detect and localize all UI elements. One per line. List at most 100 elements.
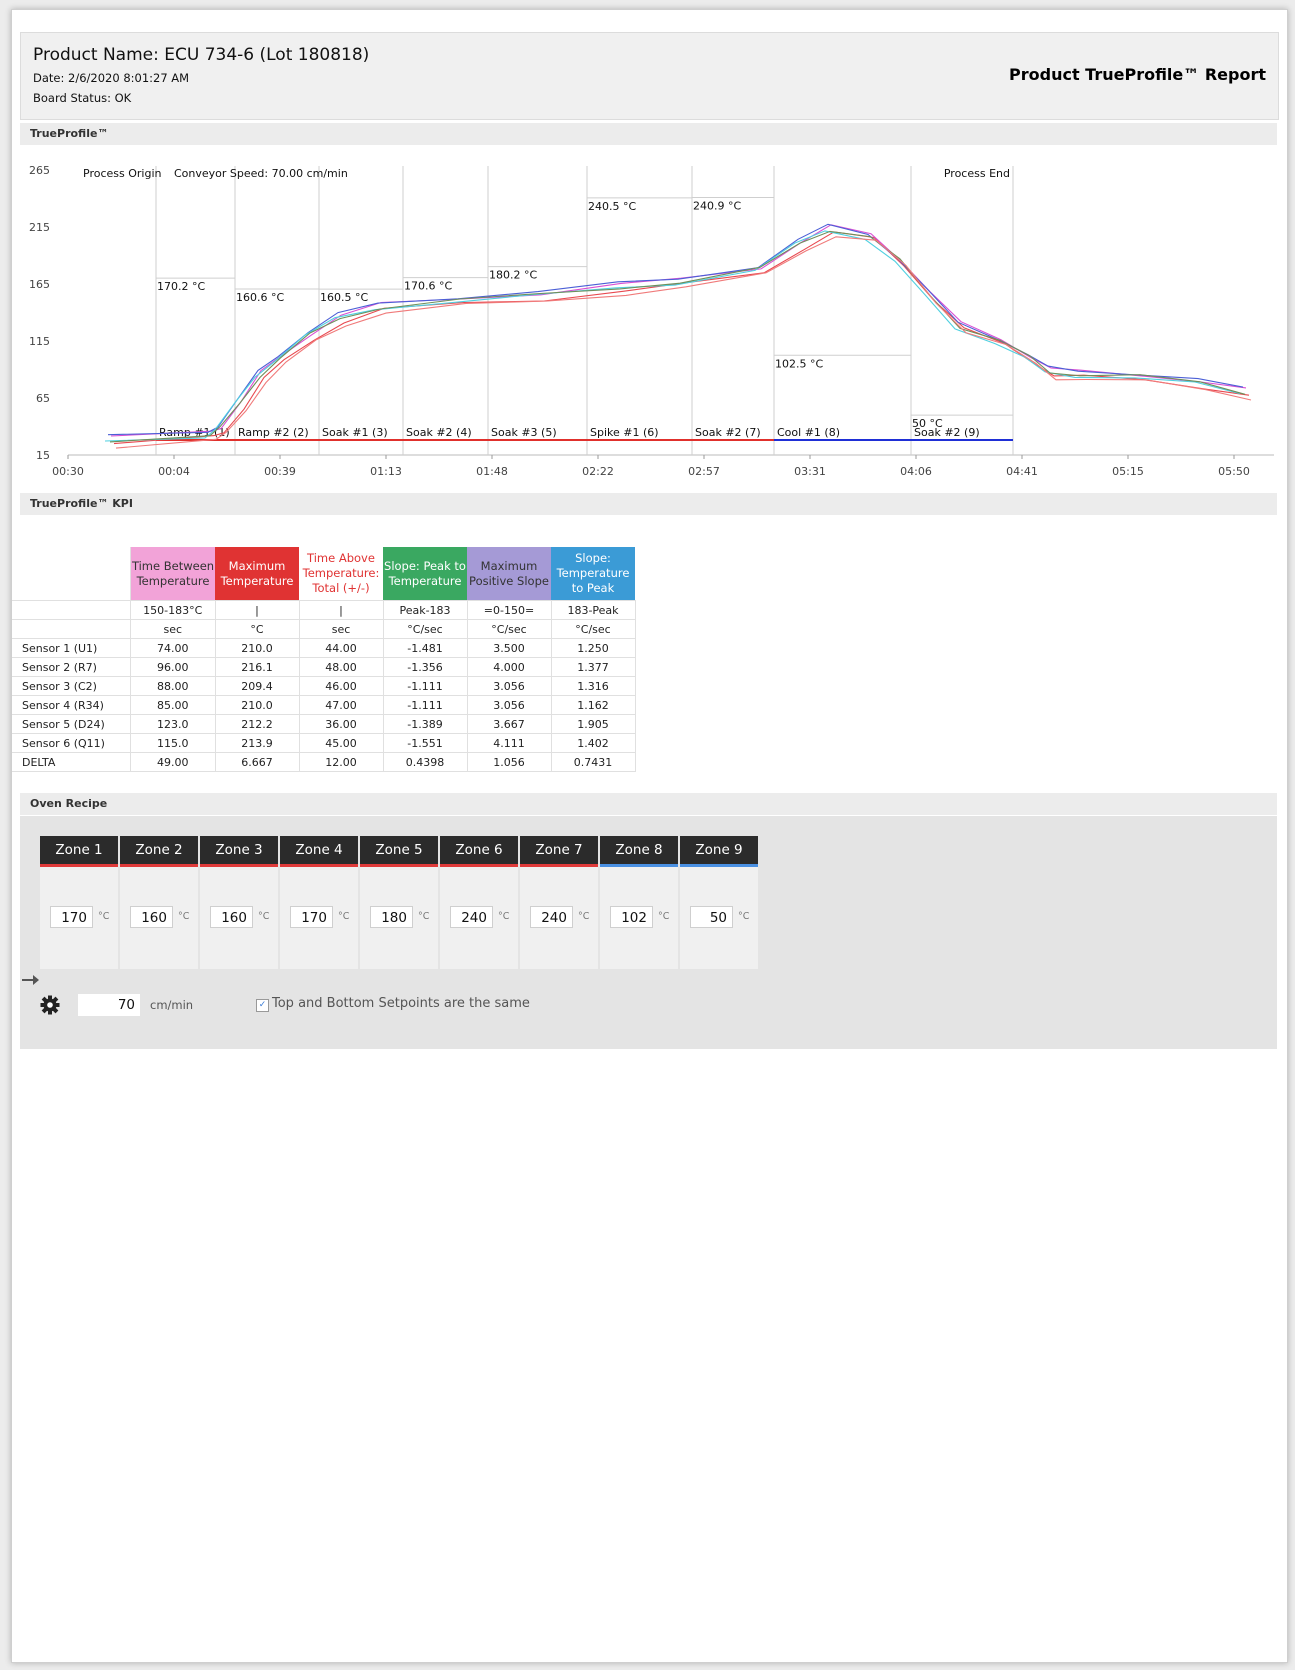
- table-row: Sensor 6 (Q11) 115.0 213.9 45.00 -1.551 4.111…: [12, 733, 636, 753]
- kpi-header: Slope: Temperature to Peak: [551, 547, 635, 601]
- kpi-value: 74.00: [130, 638, 216, 658]
- y-tick-label: 265: [29, 164, 50, 177]
- setpoint-label: 170.2 °C: [157, 280, 205, 293]
- x-tick-label: 00:39: [264, 465, 296, 478]
- zone-header: Zone 1: [40, 836, 118, 867]
- zone-label: Soak #2 (7): [695, 426, 761, 439]
- zone-setpoint-input[interactable]: 170: [290, 906, 333, 928]
- y-tick-label: 15: [36, 449, 50, 462]
- kpi-value: 3.667: [466, 714, 552, 734]
- kpi-value: -1.111: [382, 695, 468, 715]
- zone-card: Zone 8 102 °C: [600, 836, 680, 969]
- sensor-trace: [115, 236, 1252, 449]
- kpi-value: 210.0: [214, 695, 300, 715]
- zone-unit: °C: [658, 911, 670, 922]
- process-origin-label: Process Origin: [83, 167, 162, 180]
- sensor-trace: [113, 231, 1250, 445]
- same-setpoints-checkbox[interactable]: ✓: [256, 999, 269, 1012]
- kpi-range: 183-Peak: [550, 600, 636, 620]
- kpi-header: Slope: Peak to Temperature: [383, 547, 467, 601]
- zone-card: Zone 2 160 °C: [120, 836, 200, 969]
- zone-setpoint-input[interactable]: 160: [130, 906, 173, 928]
- kpi-section-title: TrueProfile™ KPI: [30, 497, 133, 510]
- zone-unit: °C: [258, 911, 270, 922]
- zone-header: Zone 7: [520, 836, 598, 867]
- kpi-value: 213.9: [214, 733, 300, 753]
- zone-setpoint-input[interactable]: 102: [610, 906, 653, 928]
- kpi-value: 1.905: [550, 714, 636, 734]
- zone-unit: °C: [178, 911, 190, 922]
- kpi-header-row: Time Between Temperature Maximum Temperat…: [12, 547, 635, 601]
- conveyor-speed-label: Conveyor Speed: 70.00 cm/min: [174, 167, 348, 180]
- product-name: Product Name: ECU 734-6 (Lot 180818): [33, 45, 370, 65]
- kpi-header: Maximum Temperature: [215, 547, 299, 601]
- zone-setpoint-input[interactable]: 240: [450, 906, 493, 928]
- y-tick-label: 115: [29, 335, 50, 348]
- kpi-unit: °C/sec: [466, 619, 552, 639]
- kpi-row-label: Sensor 1 (U1): [12, 638, 131, 658]
- x-tick-label: 00:04: [158, 465, 190, 478]
- same-setpoints-label: Top and Bottom Setpoints are the same: [272, 996, 530, 1011]
- zone-setpoint-input[interactable]: 240: [530, 906, 573, 928]
- kpi-value: 46.00: [298, 676, 384, 696]
- kpi-value: 12.00: [298, 752, 384, 772]
- kpi-value: 36.00: [298, 714, 384, 734]
- kpi-value: 45.00: [298, 733, 384, 753]
- x-tick-label: 02:22: [582, 465, 614, 478]
- table-row: DELTA 49.00 6.667 12.00 0.4398 1.056 0.7431: [12, 752, 636, 772]
- kpi-unit-row: sec °C sec °C/sec °C/sec °C/sec: [12, 619, 636, 639]
- conveyor-speed-input[interactable]: 70: [78, 994, 140, 1016]
- zone-unit: °C: [738, 911, 750, 922]
- y-tick-label: 215: [29, 221, 50, 234]
- kpi-value: 123.0: [130, 714, 216, 734]
- gear-icon[interactable]: [40, 995, 60, 1015]
- zone-setpoint-input[interactable]: 160: [210, 906, 253, 928]
- sensor-trace: [109, 230, 1246, 443]
- kpi-value: 209.4: [214, 676, 300, 696]
- kpi-unit: sec: [298, 619, 384, 639]
- zone-header: Zone 9: [680, 836, 758, 867]
- kpi-row-label: Sensor 3 (C2): [12, 676, 131, 696]
- kpi-section-header: TrueProfile™ KPI: [20, 493, 1277, 515]
- table-row: Sensor 3 (C2) 88.00 209.4 46.00 -1.111 3.056 1…: [12, 676, 636, 696]
- setpoint-label: 160.5 °C: [320, 291, 368, 304]
- kpi-value: 6.667: [214, 752, 300, 772]
- zone-header: Zone 2: [120, 836, 198, 867]
- setpoint-label: 180.2 °C: [489, 269, 537, 282]
- kpi-value: 212.2: [214, 714, 300, 734]
- x-tick-label: 01:48: [476, 465, 508, 478]
- conveyor-speed-unit: cm/min: [150, 998, 194, 1012]
- zone-unit: °C: [98, 911, 110, 922]
- kpi-value: -1.356: [382, 657, 468, 677]
- kpi-value: 1.377: [550, 657, 636, 677]
- table-row: Sensor 1 (U1) 74.00 210.0 44.00 -1.481 3.500 1…: [12, 638, 636, 658]
- zone-card: Zone 5 180 °C: [360, 836, 440, 969]
- x-tick-label: 05:50: [1218, 465, 1250, 478]
- zone-label: Soak #2 (9): [914, 426, 980, 439]
- kpi-table: Time Between Temperature Maximum Temperat…: [12, 547, 636, 772]
- sensor-trace: [104, 230, 1241, 442]
- kpi-value: 210.0: [214, 638, 300, 658]
- table-row: Sensor 2 (R7) 96.00 216.1 48.00 -1.356 4.000 1…: [12, 657, 636, 677]
- zone-header: Zone 6: [440, 836, 518, 867]
- zone-card: Zone 9 50 °C: [680, 836, 760, 969]
- board-status: Board Status: OK: [33, 91, 132, 105]
- kpi-value: 1.162: [550, 695, 636, 715]
- zone-unit: °C: [498, 911, 510, 922]
- zone-card: Zone 7 240 °C: [520, 836, 600, 969]
- kpi-value: -1.111: [382, 676, 468, 696]
- zone-unit: °C: [578, 911, 590, 922]
- kpi-value: 49.00: [130, 752, 216, 772]
- kpi-row-label: Sensor 6 (Q11): [12, 733, 131, 753]
- setpoint-label: 160.6 °C: [236, 291, 284, 304]
- zone-setpoint-input[interactable]: 180: [370, 906, 413, 928]
- zone-card: Zone 4 170 °C: [280, 836, 360, 969]
- zone-setpoint-input[interactable]: 50: [690, 906, 733, 928]
- kpi-value: 0.7431: [550, 752, 636, 772]
- setpoint-label: 240.9 °C: [693, 199, 741, 212]
- kpi-range: =0-150=: [466, 600, 552, 620]
- kpi-header: Time Between Temperature: [130, 547, 215, 601]
- zone-setpoint-input[interactable]: 170: [50, 906, 93, 928]
- x-tick-label: 01:13: [370, 465, 402, 478]
